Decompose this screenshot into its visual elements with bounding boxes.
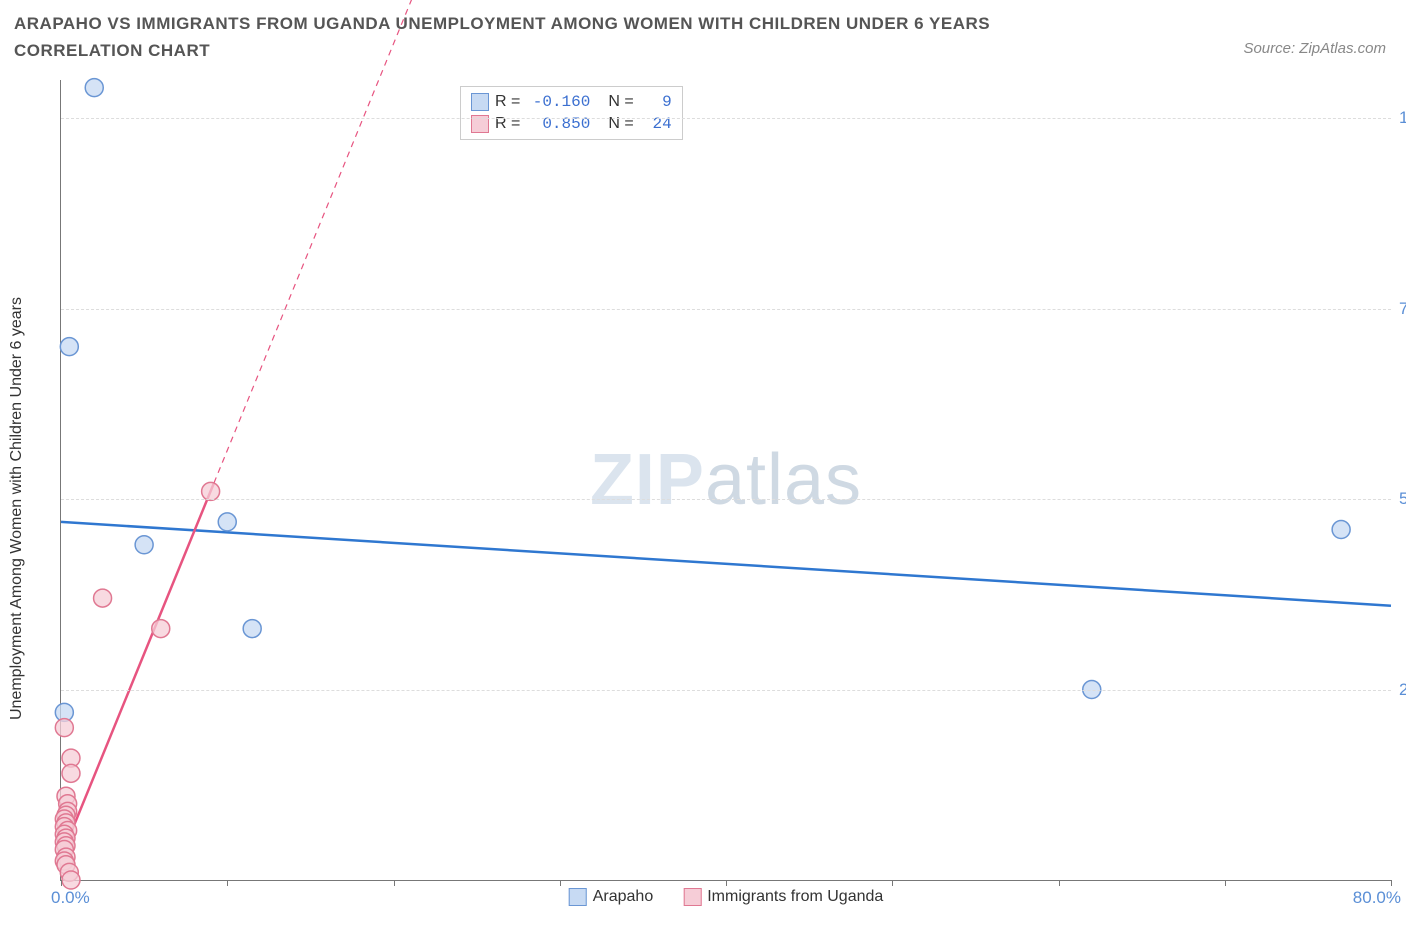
plot-area: ZIPatlas R =-0.160N =9R =0.850N =24 0.0%…	[60, 80, 1391, 881]
y-tick-label: 50.0%	[1399, 489, 1406, 509]
x-axis-max-label: 80.0%	[1353, 888, 1401, 908]
series-legend: Arapaho Immigrants from Uganda	[569, 888, 884, 906]
y-tick-label: 100.0%	[1399, 108, 1406, 128]
x-tick	[227, 880, 228, 886]
data-point	[85, 79, 103, 97]
stats-legend: R = -0.160 N = 9 R =0.850N =24	[460, 86, 683, 140]
data-point	[1332, 521, 1350, 539]
data-point	[62, 871, 80, 889]
x-tick	[1225, 880, 1226, 886]
n-value: 9	[644, 93, 672, 111]
stats-legend-row: R = -0.160 N = 9	[471, 91, 672, 113]
series-legend-item: Immigrants from Uganda	[683, 888, 883, 906]
x-tick	[892, 880, 893, 886]
x-tick	[61, 880, 62, 886]
legend-swatch	[683, 888, 701, 906]
y-axis-label: Unemployment Among Women with Children U…	[8, 297, 26, 720]
legend-swatch	[569, 888, 587, 906]
chart-title: ARAPAHO VS IMMIGRANTS FROM UGANDA UNEMPL…	[14, 10, 1114, 64]
series-label: Arapaho	[593, 888, 654, 906]
data-point	[55, 719, 73, 737]
y-tick-label: 25.0%	[1399, 680, 1406, 700]
chart-svg	[61, 80, 1391, 880]
y-tick-label: 75.0%	[1399, 299, 1406, 319]
data-point	[135, 536, 153, 554]
x-tick	[560, 880, 561, 886]
data-point	[202, 482, 220, 500]
n-label: N =	[608, 93, 633, 111]
data-point	[243, 620, 261, 638]
gridline	[61, 309, 1391, 310]
legend-swatch	[471, 93, 489, 111]
source-attribution: Source: ZipAtlas.com	[1243, 40, 1386, 57]
series-label: Immigrants from Uganda	[707, 888, 883, 906]
data-point	[60, 338, 78, 356]
x-tick	[394, 880, 395, 886]
data-point	[94, 589, 112, 607]
x-tick	[1059, 880, 1060, 886]
x-tick	[1391, 880, 1392, 886]
data-point	[218, 513, 236, 531]
gridline	[61, 499, 1391, 500]
r-label: R =	[495, 93, 520, 111]
gridline	[61, 690, 1391, 691]
x-axis-min-label: 0.0%	[51, 888, 90, 908]
data-point	[152, 620, 170, 638]
r-value: -0.160	[530, 93, 590, 111]
gridline	[61, 118, 1391, 119]
x-tick	[726, 880, 727, 886]
series-legend-item: Arapaho	[569, 888, 654, 906]
stats-legend-row: R =0.850N =24	[471, 113, 672, 135]
data-point	[62, 764, 80, 782]
